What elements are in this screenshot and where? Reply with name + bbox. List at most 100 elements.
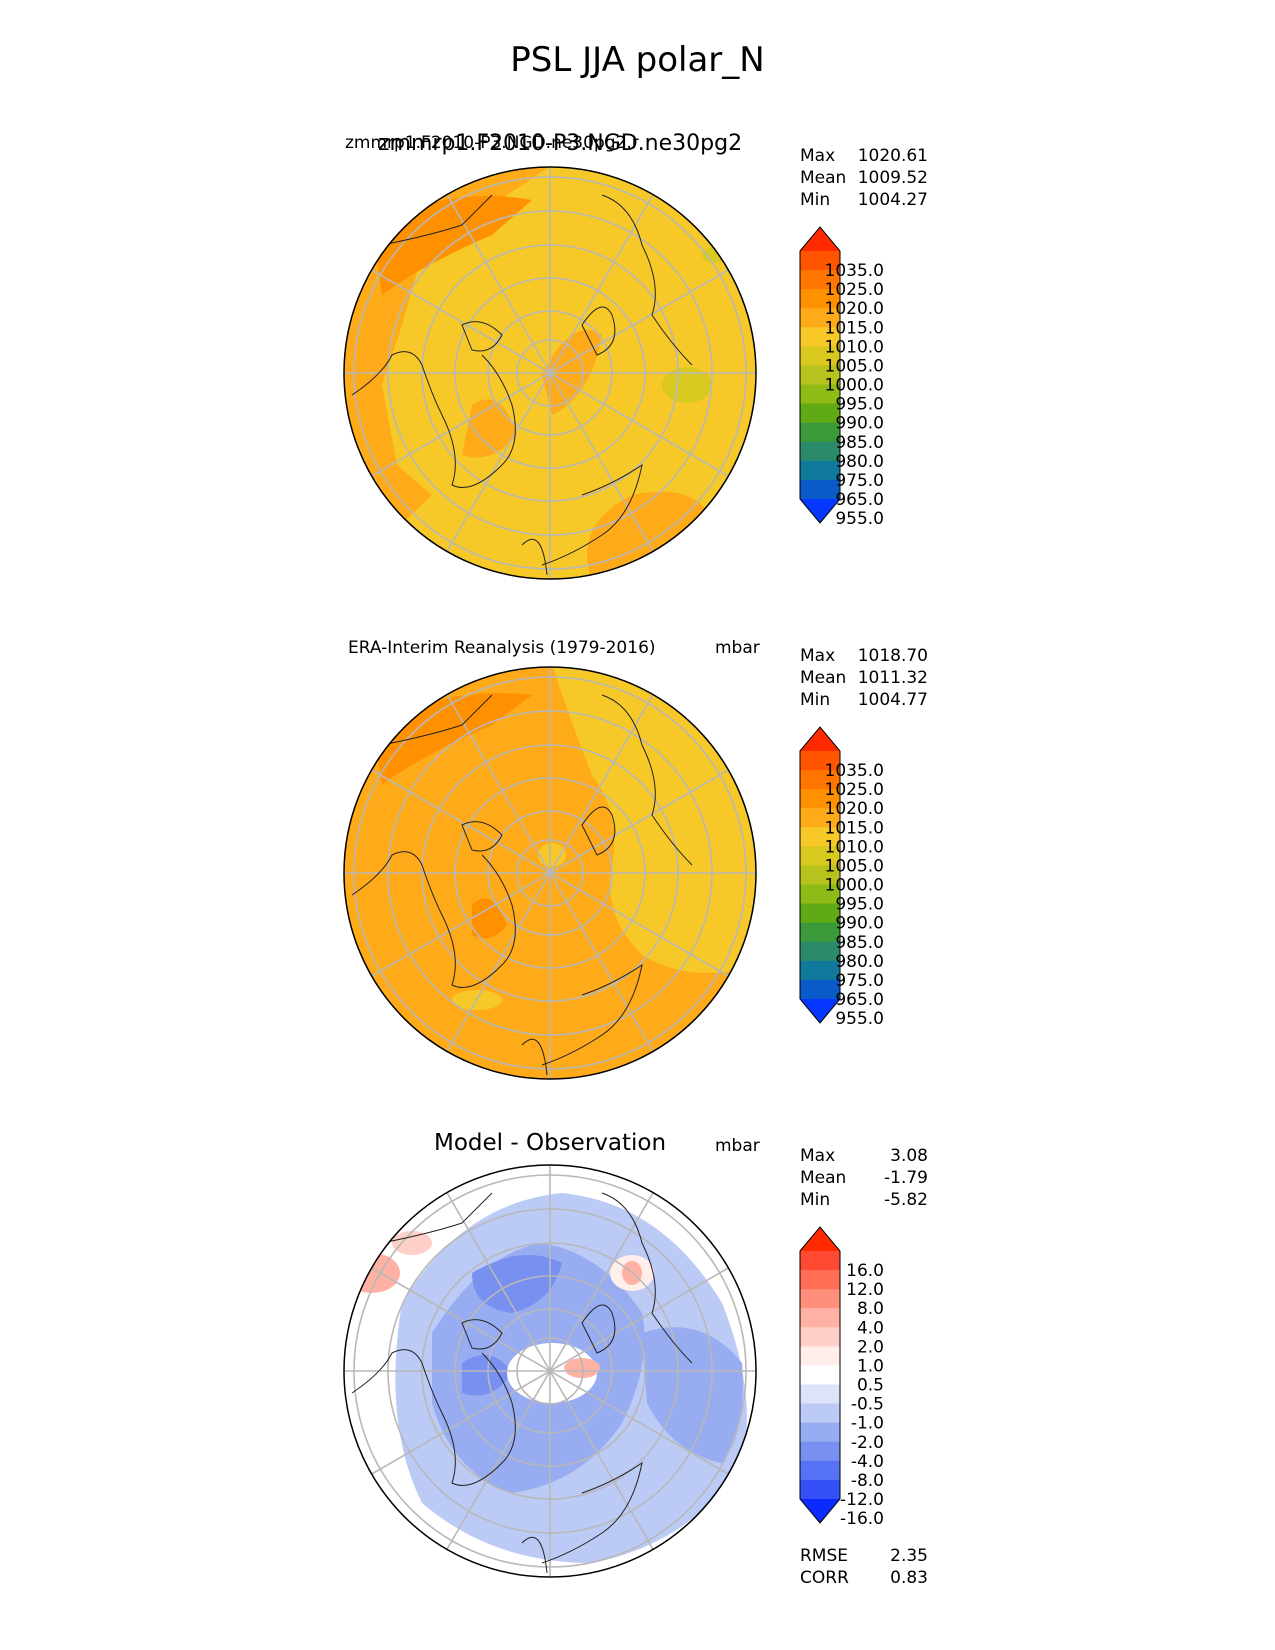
panel2-units: mbar <box>715 638 760 658</box>
colorbar-tick-label: 1010.0 <box>825 337 884 357</box>
panel1-colorbar: 1035.01025.01020.01015.01010.01005.01000… <box>799 226 884 529</box>
colorbar-segment <box>800 1289 840 1309</box>
panel2-colorbar: 1035.01025.01020.01015.01010.01005.01000… <box>799 726 884 1029</box>
panel3-corr-label: CORR <box>800 1568 849 1588</box>
colorbar-tick-label: 965.0 <box>835 490 884 510</box>
colorbar-tick-label: 1020.0 <box>825 299 884 319</box>
panel3-units: mbar <box>715 1136 760 1156</box>
colorbar-tick-label: 955.0 <box>835 1009 884 1029</box>
colorbar-tick-label: 985.0 <box>835 933 884 953</box>
colorbar-segment <box>800 1365 840 1386</box>
colorbar-tick-label: 1035.0 <box>825 761 884 781</box>
colorbar-tick-label: 980.0 <box>835 952 884 972</box>
panel2-graticule <box>344 667 756 1079</box>
panel3-min-value: -5.82 <box>884 1190 928 1210</box>
colorbar-outline <box>799 726 841 1024</box>
colorbar-tick-label: 1025.0 <box>825 780 884 800</box>
colorbar-tick-label: 990.0 <box>835 414 884 434</box>
panel3-field-pos-pole <box>564 1358 600 1378</box>
colorbar-tick-label: 985.0 <box>835 433 884 453</box>
colorbar-extend-min <box>800 499 840 523</box>
panel2-mean-value: 1011.32 <box>857 668 928 688</box>
colorbar-segment <box>800 1460 840 1481</box>
panel3-rmse-value: 2.35 <box>890 1546 928 1566</box>
colorbar-tick-label: 0.5 <box>857 1376 884 1396</box>
panel1-min-label: Min <box>800 190 831 210</box>
panel2-map-boundary <box>343 666 757 1080</box>
colorbar-extend-min <box>800 1499 840 1523</box>
panel1-mean-value: 1009.52 <box>857 168 928 188</box>
panel3-mean-label: Mean <box>800 1168 847 1188</box>
colorbar-segment <box>800 808 840 828</box>
colorbar-segment <box>800 941 840 962</box>
panel3-max-label: Max <box>800 1146 836 1166</box>
panel1-max-label: Max <box>800 146 836 166</box>
panel2-max-label: Max <box>800 646 836 666</box>
panel1-map <box>343 166 757 580</box>
colorbar-tick-label: 955.0 <box>835 509 884 529</box>
colorbar-segment <box>800 384 840 405</box>
colorbar-segment <box>800 751 840 771</box>
colorbar-tick-label: 1010.0 <box>825 837 884 857</box>
colorbar-segment <box>800 1384 840 1405</box>
colorbar-segment <box>800 1270 840 1290</box>
panel2-coastlines <box>351 694 693 1076</box>
colorbar-tick-label: -4.0 <box>851 1452 884 1472</box>
colorbar-segment <box>800 1327 840 1347</box>
colorbar-segment <box>800 1308 840 1328</box>
colorbar-tick-label: -2.0 <box>851 1433 884 1453</box>
panel3-mean-value: -1.79 <box>884 1168 928 1188</box>
panel3-corr-value: 0.83 <box>890 1568 928 1588</box>
colorbar-extend-max <box>800 1227 840 1251</box>
panel3-field-pos-west <box>344 1253 400 1293</box>
colorbar-tick-label: 1000.0 <box>825 376 884 396</box>
colorbar-segment <box>800 289 840 309</box>
colorbar-segment <box>800 251 840 271</box>
colorbar-segment <box>800 1251 840 1271</box>
colorbar-tick-label: 8.0 <box>857 1299 884 1319</box>
panel3-field-neg4-b <box>462 1355 512 1396</box>
colorbar-segment <box>800 903 840 924</box>
colorbar-segment <box>800 1346 840 1366</box>
colorbar-segment <box>800 441 840 462</box>
panel3-map <box>343 1164 757 1578</box>
figure-title: PSL JJA polar_N <box>510 40 765 80</box>
panel3-min-label: Min <box>800 1190 831 1210</box>
colorbar-segment <box>800 422 840 443</box>
colorbar-tick-label: 965.0 <box>835 990 884 1010</box>
colorbar-segment <box>800 846 840 866</box>
panel2-min-label: Min <box>800 690 831 710</box>
colorbar-segment <box>800 460 840 481</box>
panel3-title: Model - Observation <box>434 1130 667 1156</box>
colorbar-segment <box>800 270 840 290</box>
colorbar-tick-label: 1000.0 <box>825 876 884 896</box>
colorbar-outline <box>799 1226 841 1524</box>
colorbar-tick-label: 4.0 <box>857 1318 884 1338</box>
colorbar-segment <box>800 960 840 981</box>
panel2-title: ERA-Interim Reanalysis (1979-2016) <box>348 638 656 658</box>
colorbar-segment <box>800 479 840 500</box>
panel3-graticule <box>344 1165 756 1577</box>
colorbar-segment <box>800 327 840 347</box>
colorbar-tick-label: 2.0 <box>857 1337 884 1357</box>
colorbar-tick-label: 980.0 <box>835 452 884 472</box>
colorbar-tick-label: 995.0 <box>835 395 884 415</box>
panel2-min-value: 1004.77 <box>857 690 928 710</box>
colorbar-segment <box>800 365 840 386</box>
colorbar-tick-label: 1005.0 <box>825 356 884 376</box>
panel1-map-boundary <box>343 166 757 580</box>
panel1-coastlines <box>351 194 693 576</box>
panel1-title-overlap: zmmrp1.F2010-P3.NGD.ne30pg2.r <box>345 133 639 153</box>
colorbar-segment <box>800 865 840 886</box>
colorbar-segment <box>800 308 840 328</box>
panel1-field-low-east <box>662 367 712 403</box>
colorbar-tick-label: 1005.0 <box>825 856 884 876</box>
colorbar-tick-label: 975.0 <box>835 971 884 991</box>
panel2-mean-label: Mean <box>800 668 847 688</box>
colorbar-tick-label: 995.0 <box>835 895 884 915</box>
colorbar-tick-label: 1020.0 <box>825 799 884 819</box>
panel3-map-boundary <box>343 1164 757 1578</box>
colorbar-tick-label: -8.0 <box>851 1471 884 1491</box>
panel1-title: zmmrp1.F2010-P3.NGD.ne30pg2 <box>378 131 743 156</box>
colorbar-tick-label: 1015.0 <box>825 818 884 838</box>
